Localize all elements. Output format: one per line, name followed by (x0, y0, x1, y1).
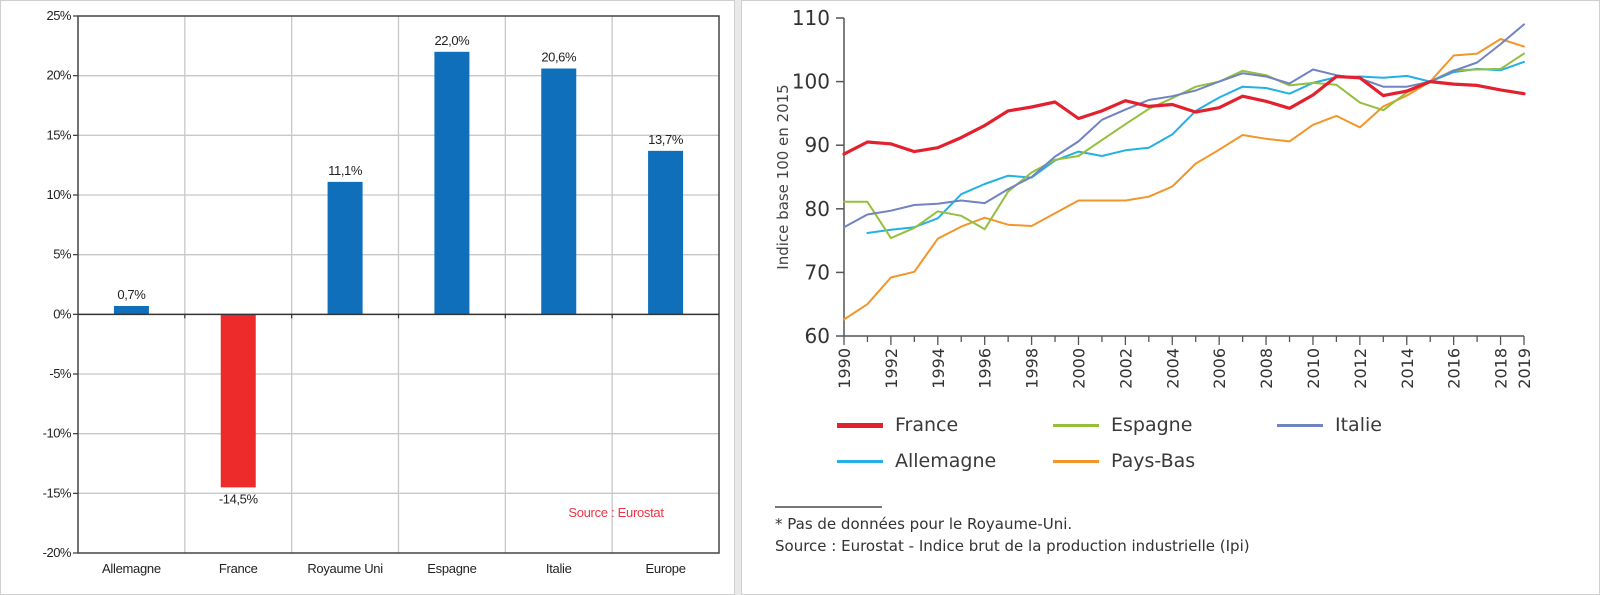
x-category-label: France (219, 561, 258, 576)
y-tick-label: 10% (46, 187, 71, 202)
bar-value-label: 13,7% (648, 132, 684, 147)
legend-label: France (895, 414, 959, 436)
bar-chart-grid (78, 16, 719, 553)
legend-label: Espagne (1111, 414, 1193, 436)
y-tick-label: -20% (43, 545, 72, 560)
y-tick-label: 20% (46, 68, 71, 83)
y-tick-label: 110 (792, 6, 830, 30)
footnote: * Pas de données pour le Royaume-Uni. So… (775, 513, 1250, 557)
bar-chart: 25% 20% 15% 10% 5% 0% -5% -10% -15% -20% 0,7% Allem… (43, 8, 720, 576)
x-tick-label: 1992 (882, 348, 901, 389)
y-tick-label: 15% (46, 127, 71, 142)
plot-frame (77, 15, 720, 554)
x-tick-label: 2016 (1445, 348, 1464, 389)
x-tick-label: 2006 (1210, 348, 1229, 389)
legend-item-espagne: Espagne (1053, 414, 1192, 436)
legend-swatch-pays-bas (1053, 459, 1099, 463)
y-tick-label: -10% (43, 426, 72, 441)
x-tick-label: 1994 (929, 348, 948, 389)
legend-label: Pays-Bas (1111, 450, 1196, 472)
bar-chart-axes (73, 15, 720, 554)
footnote-no-data: * Pas de données pour le Royaume-Uni. (775, 515, 1073, 533)
bar-allemagne (113, 305, 149, 315)
legend-label: Allemagne (895, 450, 997, 472)
legend-swatch-espagne (1053, 423, 1099, 427)
x-category-label: Europe (646, 561, 686, 576)
bar-value-label: 22,0% (434, 33, 470, 48)
x-tick-label: 1990 (835, 348, 854, 389)
bar-europe (648, 150, 684, 315)
x-tick-label: 1996 (976, 348, 995, 389)
legend-swatch-italie (1277, 423, 1323, 427)
y-tick-label: 90 (805, 133, 830, 157)
y-tick-label: 60 (805, 324, 830, 348)
y-tick-label: -5% (49, 366, 72, 381)
footnote-source: Source : Eurostat - Indice brut de la pr… (775, 537, 1250, 555)
x-category-label: Royaume Uni (307, 561, 383, 576)
bar-chart-bars (113, 51, 684, 488)
x-tick-label: 1998 (1023, 348, 1042, 389)
source-annotation: Source : Eurostat (568, 505, 664, 520)
x-tick-label: 2019 (1515, 348, 1534, 389)
x-tick-label: 2004 (1163, 348, 1182, 389)
legend-label: Italie (1335, 414, 1382, 436)
bar-france (220, 314, 256, 488)
x-tick-label: 2018 (1492, 348, 1511, 389)
bar-italie (541, 68, 577, 315)
y-tick-label: 5% (53, 247, 72, 262)
bar-value-label: 11,1% (328, 163, 363, 178)
x-category-label: Allemagne (102, 561, 161, 576)
x-category-label: Italie (546, 561, 572, 576)
bar-espagne (434, 51, 470, 315)
line-chart-panel: 60 70 80 90 100 110 1990 1992 1994 1996 1998 2000 20… (741, 0, 1600, 595)
legend-item-france: France (837, 414, 958, 436)
y-tick-label: 70 (805, 260, 830, 284)
legend-swatch-allemagne (837, 459, 883, 463)
series-line-italie (843, 23, 1525, 229)
legend-item-allemagne: Allemagne (837, 450, 996, 472)
bar-royaume-uni (327, 181, 363, 315)
x-tick-label: 2002 (1116, 348, 1135, 389)
legend-item-pays-bas: Pays-Bas (1053, 450, 1195, 472)
x-tick-label: 2000 (1069, 348, 1088, 389)
legend-swatch-france (837, 422, 883, 428)
bar-chart-panel: 25% 20% 15% 10% 5% 0% -5% -10% -15% -20% 0,7% Allem… (0, 0, 735, 595)
bar-value-label: 0,7% (117, 287, 146, 302)
series-line-france (842, 74, 1526, 156)
legend-item-italie: Italie (1277, 414, 1382, 436)
bar-value-label: -14,5% (219, 491, 259, 506)
bar-chart-labels: 25% 20% 15% 10% 5% 0% -5% -10% -15% -20% 0,7% Allem… (43, 8, 686, 576)
line-chart-series (842, 23, 1526, 321)
y-tick-label: 80 (805, 197, 830, 221)
line-chart-axes: 60 70 80 90 100 110 1990 1992 1994 1996 1998 2000 20… (792, 6, 1534, 389)
y-tick-label: 0% (53, 306, 72, 321)
x-category-label: Espagne (427, 561, 476, 576)
footnote-divider (775, 506, 882, 508)
x-tick-label: 2010 (1304, 348, 1323, 389)
x-tick-label: 2012 (1351, 348, 1370, 389)
bar-value-label: 20,6% (541, 50, 577, 65)
y-tick-label: 100 (792, 70, 830, 94)
y-tick-label: -15% (43, 485, 72, 500)
x-tick-label: 2014 (1398, 348, 1417, 389)
x-tick-label: 2008 (1257, 348, 1276, 389)
y-tick-label: 25% (46, 8, 71, 23)
series-line-pays-bas (843, 38, 1525, 321)
y-axis-label: Indice base 100 en 2015 (774, 84, 792, 269)
line-chart: 60 70 80 90 100 110 1990 1992 1994 1996 1998 2000 20… (774, 6, 1534, 389)
